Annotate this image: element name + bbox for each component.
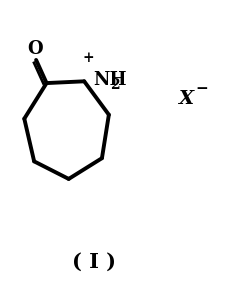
Text: X: X xyxy=(179,90,193,108)
Text: −: − xyxy=(196,82,209,96)
Text: 2: 2 xyxy=(110,78,119,92)
Text: ( I ): ( I ) xyxy=(72,252,116,272)
Text: NH: NH xyxy=(93,71,126,89)
Text: +: + xyxy=(82,51,94,65)
Text: O: O xyxy=(27,40,43,58)
